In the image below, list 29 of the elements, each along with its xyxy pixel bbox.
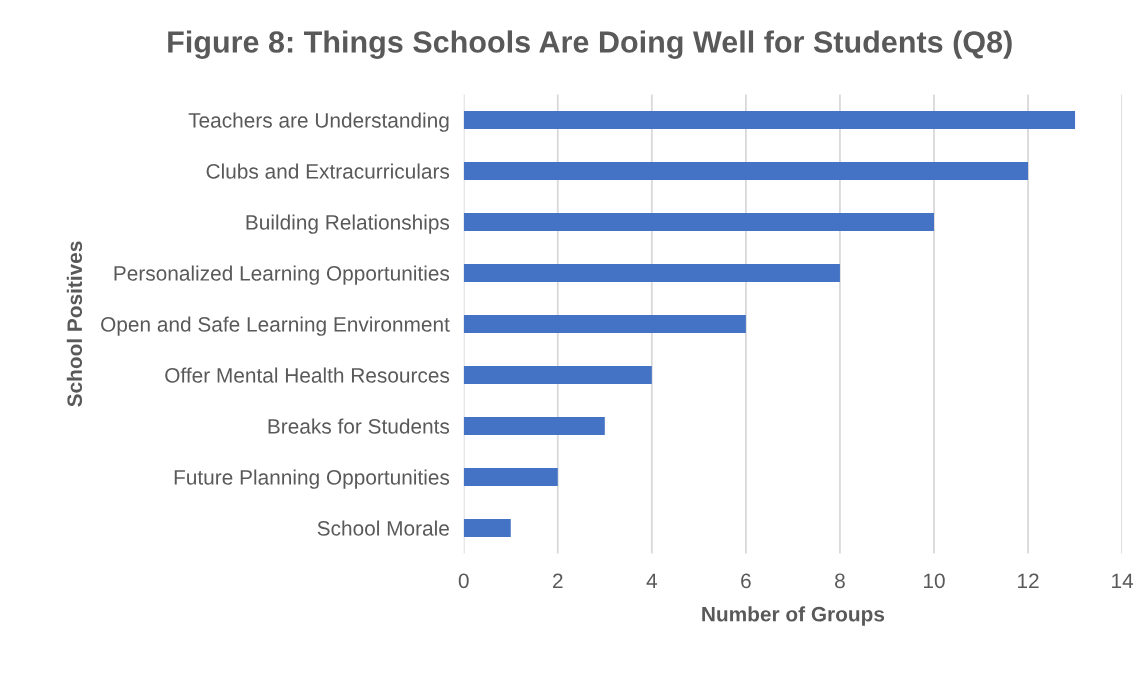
bar <box>463 264 840 282</box>
x-tick-label: 0 <box>458 573 469 589</box>
x-tick-label: 14 <box>1112 573 1134 589</box>
x-axis-title: Number of Groups <box>702 606 885 626</box>
x-tick-label: 4 <box>646 573 658 589</box>
bar <box>463 162 1029 180</box>
bar <box>463 213 934 231</box>
bar <box>463 111 1076 129</box>
x-tick-label: 6 <box>741 573 751 589</box>
y-tick-label: Future Planning Opportunities <box>174 469 450 489</box>
y-tick-label: Clubs and Extracurriculars <box>206 163 450 179</box>
y-tick-label: Building Relationships <box>246 214 450 234</box>
y-tick-label: Offer Mental Health Resources <box>165 367 450 383</box>
x-tick-label: 8 <box>835 573 845 589</box>
y-tick-label: Open and Safe Learning Environment <box>101 316 450 336</box>
y-tick-label: Breaks for Students <box>268 418 450 434</box>
x-tick-label: 2 <box>553 573 563 589</box>
y-axis-title: School Positives <box>66 241 83 407</box>
x-tick-label: 12 <box>1018 573 1039 589</box>
y-tick-label: Personalized Learning Opportunities <box>114 265 450 285</box>
bar <box>463 315 746 333</box>
bar <box>463 468 558 486</box>
x-tick-label: 10 <box>924 573 945 589</box>
chart-title: Figure 8: Things Schools Are Doing Well for Students (Q8) <box>168 30 1012 59</box>
bar <box>463 366 652 384</box>
bar <box>463 519 511 537</box>
y-tick-label: Teachers are Understanding <box>188 112 449 132</box>
y-tick-label: School Morale <box>317 520 449 536</box>
bar <box>463 417 605 435</box>
